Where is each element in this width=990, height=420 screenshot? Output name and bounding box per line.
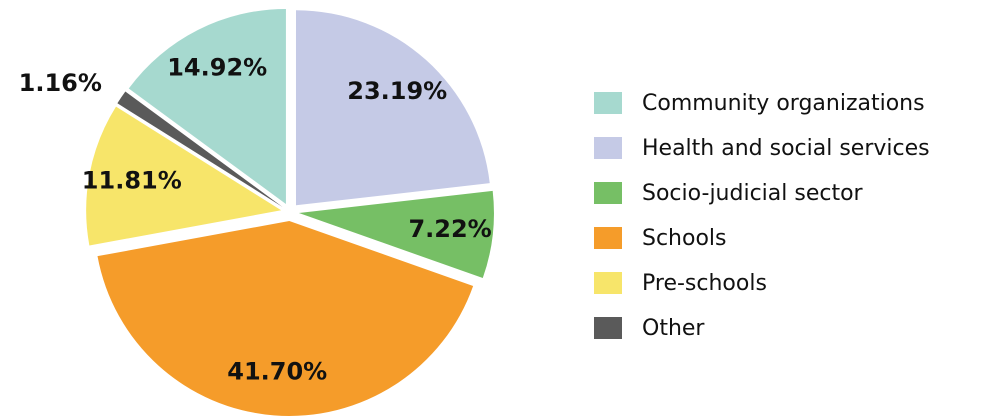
data-label: 23.19% <box>347 77 447 105</box>
pie-slice <box>117 91 283 207</box>
legend-label: Schools <box>642 226 727 251</box>
pie-slice <box>298 190 494 279</box>
legend-swatch <box>594 317 622 339</box>
legend-label: Pre-schools <box>642 271 767 296</box>
data-label: 1.16% <box>19 69 102 97</box>
legend-swatch <box>594 92 622 114</box>
legend-swatch <box>594 182 622 204</box>
legend-label: Health and social services <box>642 136 930 161</box>
legend-swatch <box>594 227 622 249</box>
pie-slice <box>128 8 286 204</box>
data-label: 41.70% <box>227 358 327 386</box>
data-label: 14.92% <box>167 53 267 81</box>
legend-label: Community organizations <box>642 91 925 116</box>
data-label: 11.81% <box>82 167 182 195</box>
pie-slice <box>295 10 490 206</box>
legend-label: Socio-judicial sector <box>642 181 864 206</box>
pie-slice <box>86 106 282 246</box>
pie-slice <box>97 220 474 416</box>
legend-swatch <box>594 137 622 159</box>
legend-swatch <box>594 272 622 294</box>
legend-label: Other <box>642 316 705 341</box>
data-label: 7.22% <box>408 215 491 243</box>
